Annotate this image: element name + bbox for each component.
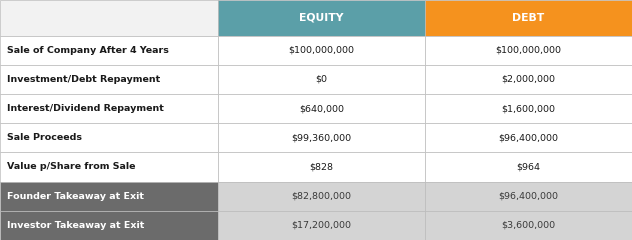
Bar — [0, 123, 218, 152]
Bar — [425, 36, 632, 65]
Text: $3,600,000: $3,600,000 — [501, 221, 556, 230]
Bar — [0, 182, 218, 211]
Text: Investor Takeaway at Exit: Investor Takeaway at Exit — [7, 221, 144, 230]
Text: EQUITY: EQUITY — [299, 13, 344, 23]
Bar — [425, 123, 632, 152]
Bar — [425, 182, 632, 211]
Text: $964: $964 — [516, 162, 540, 171]
Text: Investment/Debt Repayment: Investment/Debt Repayment — [7, 75, 161, 84]
Bar — [0, 65, 218, 94]
Text: Founder Takeaway at Exit: Founder Takeaway at Exit — [7, 192, 144, 201]
Bar — [218, 182, 425, 211]
Bar — [425, 0, 632, 36]
Bar — [425, 65, 632, 94]
Bar — [218, 152, 425, 182]
Bar — [0, 211, 218, 240]
Bar — [0, 0, 218, 36]
Text: $96,400,000: $96,400,000 — [499, 192, 558, 201]
Bar — [218, 211, 425, 240]
Bar — [0, 152, 218, 182]
Bar — [218, 65, 425, 94]
Text: $828: $828 — [310, 162, 333, 171]
Bar — [218, 36, 425, 65]
Bar — [218, 94, 425, 123]
Text: $96,400,000: $96,400,000 — [499, 133, 558, 142]
Text: $100,000,000: $100,000,000 — [495, 46, 561, 55]
Text: $82,800,000: $82,800,000 — [291, 192, 351, 201]
Text: $99,360,000: $99,360,000 — [291, 133, 351, 142]
Text: $17,200,000: $17,200,000 — [291, 221, 351, 230]
Bar — [0, 36, 218, 65]
Text: Sale of Company After 4 Years: Sale of Company After 4 Years — [7, 46, 169, 55]
Text: $1,600,000: $1,600,000 — [501, 104, 556, 113]
Text: $2,000,000: $2,000,000 — [501, 75, 556, 84]
Text: Interest/Dividend Repayment: Interest/Dividend Repayment — [7, 104, 164, 113]
Bar — [425, 152, 632, 182]
Bar — [425, 211, 632, 240]
Bar — [0, 94, 218, 123]
Text: $0: $0 — [315, 75, 327, 84]
Bar — [218, 0, 425, 36]
Text: DEBT: DEBT — [512, 13, 545, 23]
Text: Value p/Share from Sale: Value p/Share from Sale — [7, 162, 135, 171]
Bar — [425, 94, 632, 123]
Bar — [218, 123, 425, 152]
Text: $100,000,000: $100,000,000 — [288, 46, 355, 55]
Text: $640,000: $640,000 — [299, 104, 344, 113]
Text: Sale Proceeds: Sale Proceeds — [7, 133, 82, 142]
